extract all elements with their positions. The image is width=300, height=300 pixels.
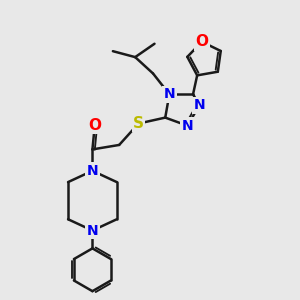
Text: N: N bbox=[164, 87, 175, 101]
Text: N: N bbox=[194, 98, 205, 112]
Text: O: O bbox=[88, 118, 101, 133]
Text: N: N bbox=[87, 224, 98, 238]
Text: N: N bbox=[182, 119, 193, 133]
Text: S: S bbox=[133, 116, 144, 131]
Text: N: N bbox=[87, 164, 98, 178]
Text: O: O bbox=[195, 34, 208, 49]
